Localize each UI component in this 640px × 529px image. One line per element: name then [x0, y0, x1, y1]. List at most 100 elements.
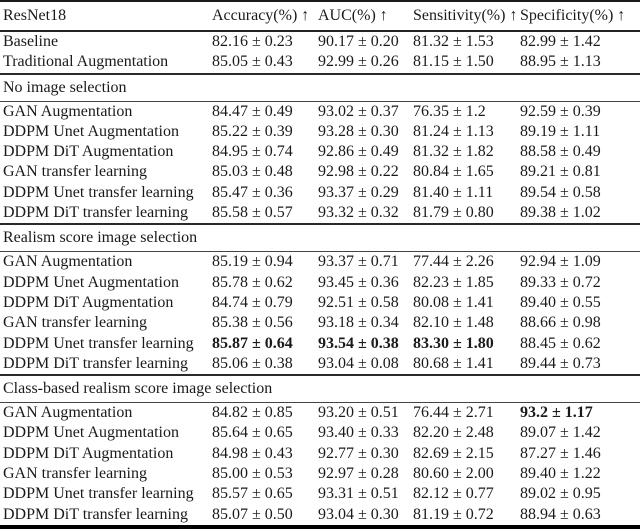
table-row: GAN Augmentation 84.82 ± 0.85 93.20 ± 0.51… — [0, 403, 640, 424]
table-row: GAN transfer learning 85.38 ± 0.56 93.18 ±… — [0, 313, 640, 333]
value-cell: 85.00 ± 0.53 — [212, 465, 293, 483]
method-cell: DDPM Unet Augmentation — [3, 424, 179, 442]
method-cell: Baseline — [3, 33, 59, 50]
value-cell: 88.45 ± 0.62 — [520, 334, 601, 352]
method-cell: GAN Augmentation — [3, 102, 133, 120]
value-cell: 93.32 ± 0.32 — [318, 204, 399, 222]
section-header-row: Realism score image selection — [0, 223, 640, 253]
table-row: Baseline 82.16 ± 0.23 90.17 ± 0.20 81.32 ± … — [0, 31, 640, 52]
section-title: Realism score image selection — [0, 223, 640, 253]
section-title: No image selection — [0, 72, 640, 102]
value-cell: 80.60 ± 2.00 — [413, 465, 494, 483]
value-cell: 81.24 ± 1.13 — [413, 122, 494, 140]
table-row: DDPM DiT transfer learning 85.07 ± 0.50 93… — [0, 505, 640, 527]
table-row: DDPM DiT transfer learning 85.58 ± 0.57 93… — [0, 203, 640, 224]
value-cell: 84.74 ± 0.79 — [212, 293, 293, 311]
value-cell: 82.99 ± 1.42 — [520, 33, 601, 50]
value-cell: 89.07 ± 1.42 — [520, 424, 601, 442]
table-row: DDPM DiT Augmentation 84.95 ± 0.74 92.86 ±… — [0, 142, 640, 162]
column-header-accuracy: Accuracy(%) ↑ — [212, 1, 318, 32]
column-header-sensitivity: Sensitivity(%) ↑ — [413, 1, 520, 32]
value-cell: 87.27 ± 1.46 — [520, 444, 601, 462]
value-cell: 76.35 ± 1.2 — [413, 102, 486, 120]
value-cell: 93.31 ± 0.51 — [318, 485, 399, 503]
value-cell: 85.03 ± 0.48 — [212, 163, 293, 181]
value-cell: 85.19 ± 0.94 — [212, 253, 293, 271]
value-cell: 92.94 ± 1.09 — [520, 253, 601, 271]
value-cell: 93.37 ± 0.29 — [318, 183, 399, 201]
value-cell: 93.28 ± 0.30 — [318, 122, 399, 140]
value-cell: 93.04 ± 0.30 — [318, 505, 399, 523]
value-cell: 93.54 ± 0.38 — [318, 334, 399, 352]
value-cell: 76.44 ± 2.71 — [413, 404, 494, 422]
value-cell: 92.97 ± 0.28 — [318, 465, 399, 483]
value-cell: 92.86 ± 0.49 — [318, 143, 399, 161]
value-cell: 81.15 ± 1.50 — [413, 53, 494, 71]
value-cell: 89.44 ± 0.73 — [520, 354, 601, 372]
method-cell: DDPM Unet transfer learning — [3, 183, 194, 201]
method-cell: GAN transfer learning — [3, 163, 147, 181]
value-cell: 93.40 ± 0.33 — [318, 424, 399, 442]
table-row: GAN Augmentation 84.47 ± 0.49 93.02 ± 0.37… — [0, 101, 640, 122]
value-cell: 85.06 ± 0.38 — [212, 354, 293, 372]
value-cell: 85.58 ± 0.57 — [212, 204, 293, 222]
value-cell: 85.87 ± 0.64 — [212, 334, 293, 352]
value-cell: 89.54 ± 0.58 — [520, 183, 601, 201]
section-header-row: Class-based realism score image selectio… — [0, 374, 640, 404]
value-cell: 84.82 ± 0.85 — [212, 404, 293, 422]
value-cell: 93.04 ± 0.08 — [318, 354, 399, 372]
table-body: Baseline 82.16 ± 0.23 90.17 ± 0.20 81.32 ± … — [0, 31, 640, 527]
value-cell: 81.32 ± 1.82 — [413, 143, 494, 161]
value-cell: 80.68 ± 1.41 — [413, 354, 494, 372]
value-cell: 89.02 ± 0.95 — [520, 485, 601, 503]
value-cell: 90.17 ± 0.20 — [318, 33, 399, 50]
value-cell: 77.44 ± 2.26 — [413, 253, 494, 271]
value-cell: 93.2 ± 1.17 — [520, 404, 593, 422]
value-cell: 85.38 ± 0.56 — [212, 314, 293, 332]
value-cell: 93.02 ± 0.37 — [318, 102, 399, 120]
table-row: Traditional Augmentation 85.05 ± 0.43 92.9… — [0, 52, 640, 73]
table-row: GAN transfer learning 85.03 ± 0.48 92.98 ±… — [0, 162, 640, 182]
value-cell: 89.33 ± 0.72 — [520, 273, 601, 291]
value-cell: 89.19 ± 1.11 — [520, 122, 601, 140]
value-cell: 82.69 ± 2.15 — [413, 444, 494, 462]
value-cell: 93.37 ± 0.71 — [318, 253, 399, 271]
table-row: GAN Augmentation 85.19 ± 0.94 93.37 ± 0.71… — [0, 252, 640, 273]
value-cell: 92.59 ± 0.39 — [520, 102, 601, 120]
header-row: ResNet18 Accuracy(%) ↑ AUC(%) ↑ Sensitiv… — [0, 1, 640, 32]
section-header-row: No image selection — [0, 72, 640, 102]
value-cell: 89.40 ± 1.22 — [520, 465, 601, 483]
method-cell: DDPM Unet Augmentation — [3, 273, 179, 291]
value-cell: 81.79 ± 0.80 — [413, 204, 494, 222]
section-title: Class-based realism score image selectio… — [0, 374, 640, 404]
method-cell: DDPM DiT transfer learning — [3, 505, 188, 523]
value-cell: 92.51 ± 0.58 — [318, 293, 399, 311]
table-row: DDPM Unet transfer learning 85.47 ± 0.36 9… — [0, 183, 640, 203]
method-cell: Traditional Augmentation — [3, 53, 169, 71]
table-row: DDPM Unet Augmentation 85.64 ± 0.65 93.40 … — [0, 423, 640, 443]
value-cell: 88.66 ± 0.98 — [520, 314, 601, 332]
value-cell: 81.19 ± 0.72 — [413, 505, 494, 523]
value-cell: 82.20 ± 2.48 — [413, 424, 494, 442]
value-cell: 92.77 ± 0.30 — [318, 444, 399, 462]
method-cell: GAN Augmentation — [3, 253, 133, 271]
table-row: DDPM Unet Augmentation 85.22 ± 0.39 93.28 … — [0, 122, 640, 142]
value-cell: 84.98 ± 0.43 — [212, 444, 293, 462]
column-header-auc: AUC(%) ↑ — [318, 1, 413, 32]
method-cell: DDPM DiT transfer learning — [3, 204, 188, 222]
value-cell: 84.95 ± 0.74 — [212, 143, 293, 161]
method-cell: GAN transfer learning — [3, 314, 147, 332]
method-cell: GAN transfer learning — [3, 465, 147, 483]
value-cell: 80.84 ± 1.65 — [413, 163, 494, 181]
method-cell: DDPM DiT transfer learning — [3, 354, 188, 372]
value-cell: 92.98 ± 0.22 — [318, 163, 399, 181]
value-cell: 89.21 ± 0.81 — [520, 163, 601, 181]
value-cell: 81.32 ± 1.53 — [413, 33, 494, 50]
table-row: DDPM DiT Augmentation 84.98 ± 0.43 92.77 ±… — [0, 444, 640, 464]
value-cell: 88.58 ± 0.49 — [520, 143, 601, 161]
value-cell: 84.47 ± 0.49 — [212, 102, 293, 120]
value-cell: 88.95 ± 1.13 — [520, 53, 601, 71]
value-cell: 85.22 ± 0.39 — [212, 122, 293, 140]
table-row: DDPM Unet Augmentation 85.78 ± 0.62 93.45 … — [0, 273, 640, 293]
